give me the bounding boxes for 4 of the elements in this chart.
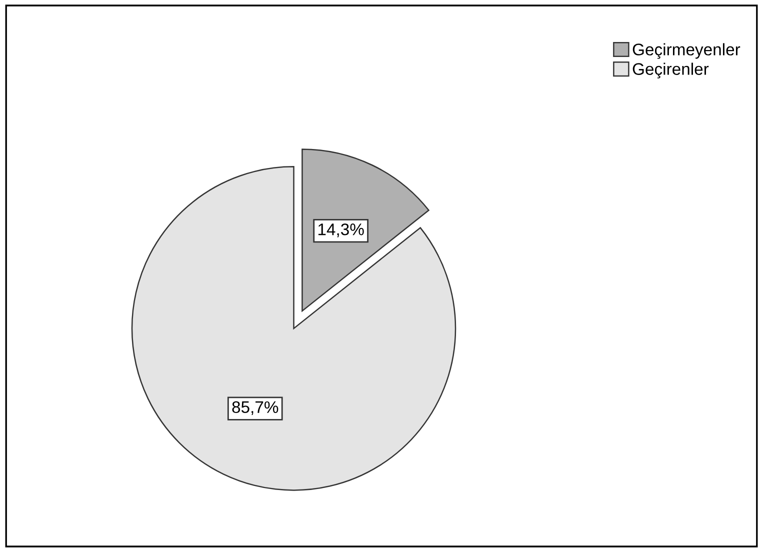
legend-label: Geçirmeyenler — [632, 43, 740, 59]
data-label: 85,7% — [232, 401, 278, 416]
legend-label: Geçirenler — [632, 62, 709, 78]
data-label: 14,3% — [318, 223, 364, 238]
